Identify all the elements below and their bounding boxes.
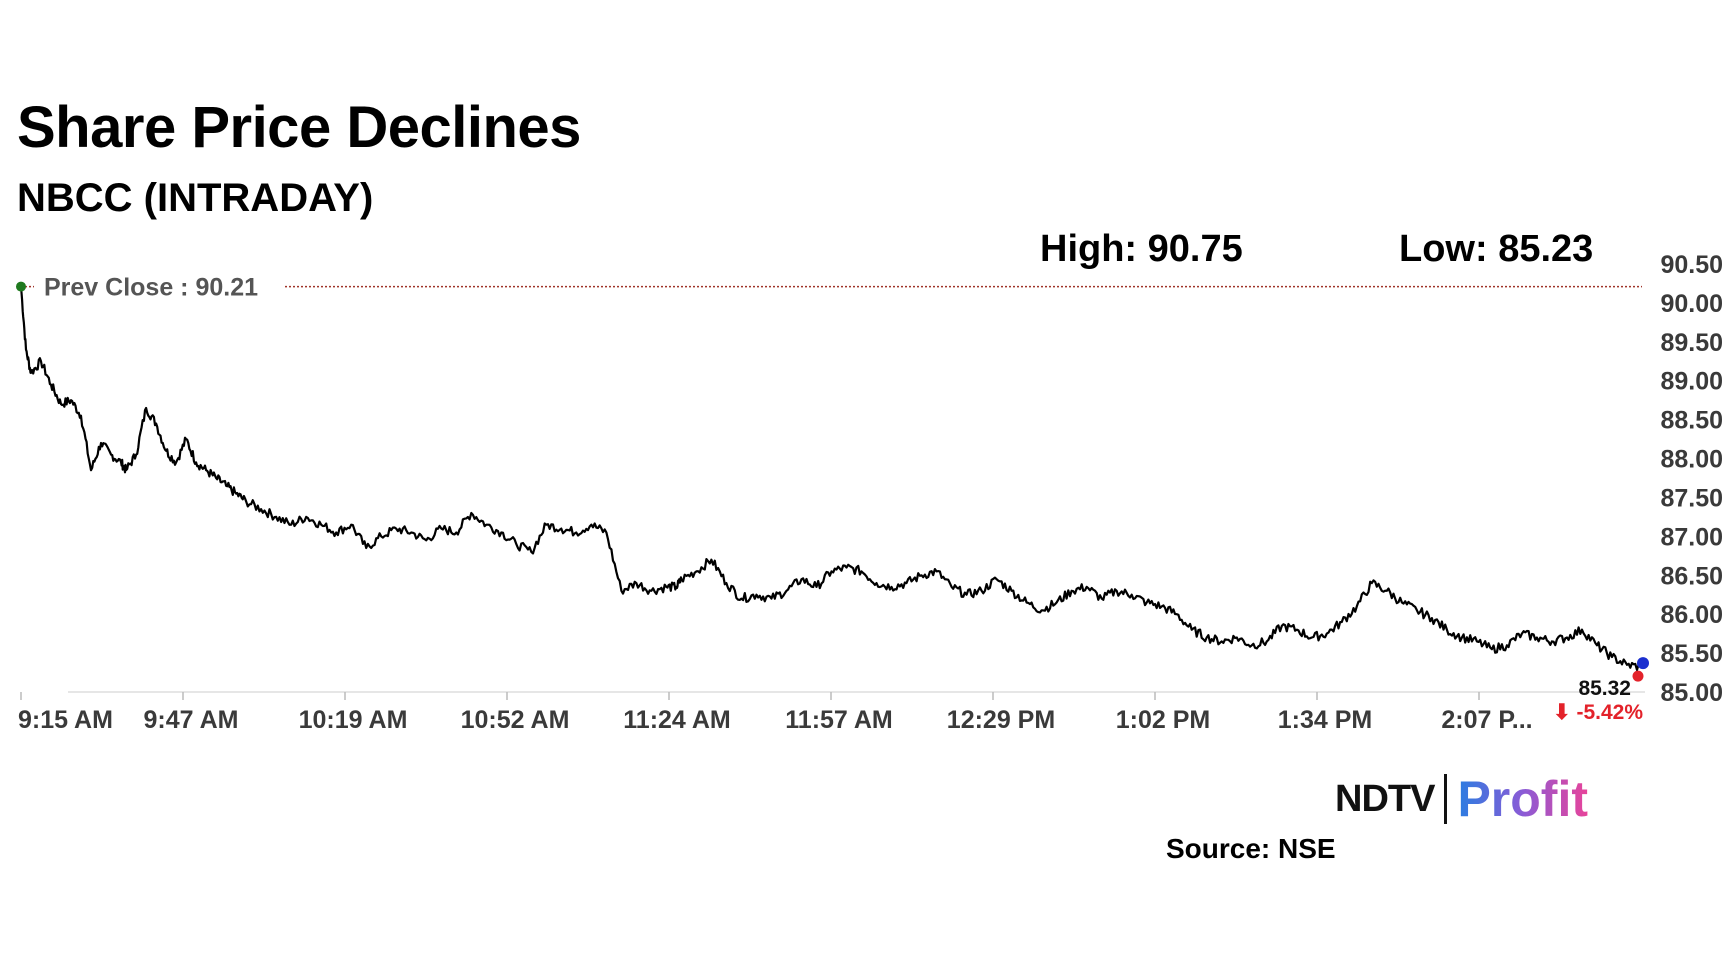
prev-close-label: Prev Close : 90.21: [44, 274, 258, 302]
y-tick-label: 89.50: [1660, 329, 1723, 357]
y-tick-label: 89.00: [1660, 368, 1723, 396]
last-price-label: 85.32: [1578, 677, 1631, 700]
x-tick-label: 1:02 PM: [1116, 706, 1210, 734]
y-axis: 90.50 90.00 89.50 89.00 88.50 88.00 87.50 87.00…: [1660, 251, 1723, 707]
y-tick-label: 88.50: [1660, 407, 1723, 435]
ndtv-wordmark: NDTV: [1335, 777, 1435, 820]
x-tick-label: 11:24 AM: [623, 706, 730, 734]
y-tick-label: 87.00: [1660, 523, 1723, 551]
x-axis: 9:15 AM 9:47 AM 10:19 AM 10:52 AM 11:24 AM 11…: [18, 691, 1645, 734]
ndtv-profit-logo: NDTV Profit: [1335, 770, 1588, 828]
price-chart: 9:15 AM 9:47 AM 10:19 AM 10:52 AM 11:24 AM 11…: [16, 251, 1723, 734]
chart-title: Share Price Declines: [17, 95, 581, 160]
y-tick-label: 86.00: [1660, 601, 1723, 629]
y-tick-label: 90.50: [1660, 251, 1723, 279]
x-tick-label: 10:52 AM: [461, 706, 570, 734]
change-percent-label: ⬇ -5.42%: [1553, 701, 1643, 724]
x-tick-label: 2:07 P...: [1441, 706, 1532, 734]
profit-wordmark: Profit: [1457, 771, 1588, 827]
y-tick-label: 85.50: [1660, 640, 1723, 668]
y-tick-label: 90.00: [1660, 290, 1723, 318]
y-tick-label: 86.50: [1660, 562, 1723, 590]
x-tick-label: 9:47 AM: [144, 706, 239, 734]
price-series-line: [19, 286, 1643, 672]
high-value-label: High: 90.75: [1040, 228, 1243, 270]
x-tick-label: 10:19 AM: [299, 706, 408, 734]
x-tick-label: 12:29 PM: [947, 706, 1055, 734]
prev-close-label-background: [34, 270, 284, 301]
y-tick-label: 87.50: [1660, 484, 1723, 512]
x-tick-label: 1:34 PM: [1278, 706, 1372, 734]
y-tick-label: 85.00: [1660, 679, 1723, 707]
low-value-label: Low: 85.23: [1399, 228, 1594, 270]
low-point-marker: [1632, 670, 1644, 682]
chart-subtitle: NBCC (INTRADAY): [17, 176, 374, 220]
source-label: Source: NSE: [1166, 833, 1336, 864]
last-point-marker: [1637, 657, 1649, 670]
y-tick-label: 88.00: [1660, 446, 1723, 474]
logo-divider: [1444, 774, 1448, 824]
x-tick-label: 11:57 AM: [785, 706, 892, 734]
start-point-marker: [16, 281, 26, 292]
x-tick-label: 9:15 AM: [18, 706, 113, 734]
